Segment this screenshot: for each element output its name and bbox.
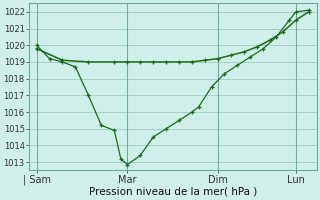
X-axis label: Pression niveau de la mer( hPa ): Pression niveau de la mer( hPa ): [89, 187, 257, 197]
